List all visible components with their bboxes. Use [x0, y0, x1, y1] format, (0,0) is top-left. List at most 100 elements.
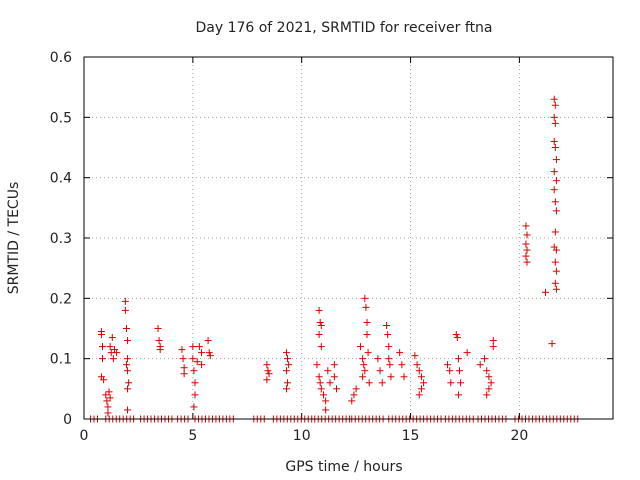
data-point [206, 352, 214, 360]
data-point [121, 297, 129, 305]
data-point [481, 355, 489, 363]
data-point [265, 370, 273, 378]
data-point [178, 346, 186, 354]
y-tick-label: 0.6 [50, 50, 72, 66]
data-point [97, 331, 105, 339]
data-point [106, 394, 114, 402]
data-point [551, 119, 559, 127]
data-point [356, 343, 364, 351]
data-point [263, 361, 271, 369]
data-point [315, 331, 323, 339]
data-point [317, 321, 325, 329]
data-point [190, 403, 198, 411]
data-point [324, 367, 332, 375]
data-point [447, 379, 455, 387]
x-axis-label: GPS time / hours [285, 459, 402, 475]
data-point [104, 409, 112, 417]
data-point [198, 361, 206, 369]
data-point [452, 331, 460, 339]
data-point [551, 228, 559, 236]
data-point [383, 321, 391, 329]
data-point [361, 294, 369, 302]
data-point [322, 406, 330, 414]
x-tick-label: 0 [80, 428, 89, 444]
data-point [125, 379, 133, 387]
data-point [396, 349, 404, 357]
data-point [315, 306, 323, 314]
data-point [326, 379, 334, 387]
data-point [456, 367, 464, 375]
data-point [485, 385, 493, 393]
data-point [483, 391, 491, 399]
data-point [522, 240, 530, 248]
x-tick-label: 5 [188, 428, 197, 444]
data-point [552, 246, 560, 254]
data-point [124, 337, 132, 345]
data-point [398, 361, 406, 369]
data-points [87, 95, 582, 423]
data-point [487, 379, 495, 387]
data-point [104, 403, 112, 411]
data-point [385, 343, 393, 351]
data-point [362, 303, 370, 311]
data-point [378, 379, 386, 387]
data-point [453, 334, 461, 342]
data-point [551, 101, 559, 109]
data-point [363, 331, 371, 339]
data-point [195, 343, 203, 351]
data-point [315, 373, 323, 381]
data-point [548, 340, 556, 348]
data-point [284, 355, 292, 363]
data-point [489, 343, 497, 351]
data-point [384, 331, 392, 339]
y-axis-label: SRMTID / TECUs [6, 182, 22, 295]
data-point [198, 349, 206, 357]
data-point [550, 113, 558, 121]
data-point [154, 325, 162, 332]
data-point [463, 349, 471, 357]
data-point [550, 95, 558, 103]
data-point [263, 376, 271, 384]
data-point [124, 355, 132, 363]
data-point [359, 373, 367, 381]
data-point [189, 343, 197, 351]
data-point [179, 355, 187, 363]
data-point [551, 258, 559, 266]
data-point [476, 361, 484, 369]
data-point [550, 137, 558, 145]
data-point [485, 373, 493, 381]
data-point [550, 186, 558, 194]
data-point [551, 144, 559, 151]
data-point [282, 349, 290, 357]
data-point [387, 373, 395, 381]
data-point [454, 355, 462, 363]
data-point [551, 198, 559, 206]
data-point [102, 391, 110, 399]
data-point [191, 391, 199, 399]
data-point [552, 267, 560, 275]
data-point [108, 334, 116, 342]
data-point [317, 343, 325, 351]
data-point [415, 367, 423, 375]
data-point [204, 337, 212, 345]
data-point [446, 367, 454, 375]
y-tick-label: 0.3 [50, 231, 72, 247]
data-point [385, 355, 393, 363]
data-point [363, 318, 371, 326]
data-point [374, 355, 382, 363]
x-tick-label: 20 [510, 428, 528, 444]
data-point [100, 376, 108, 384]
y-tick-label: 0.4 [50, 171, 72, 187]
data-point [180, 370, 188, 378]
data-point [522, 222, 530, 230]
data-point [109, 355, 117, 363]
data-point [523, 246, 531, 254]
data-point [205, 349, 213, 357]
data-point [413, 361, 421, 369]
data-point [457, 379, 465, 387]
data-point [417, 385, 425, 393]
data-point [284, 379, 292, 387]
y-ticks: 0 0.1 0.2 0.3 0.4 0.5 0.6 [50, 50, 613, 428]
x-tick-label: 15 [402, 428, 420, 444]
data-point [386, 361, 394, 369]
